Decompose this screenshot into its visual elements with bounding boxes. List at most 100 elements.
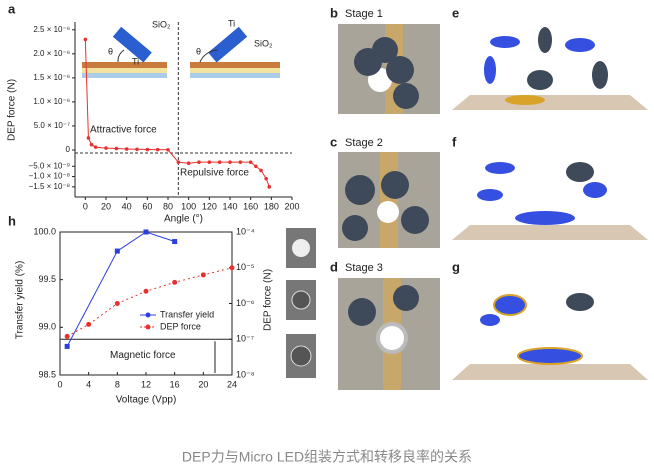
panel-label: e: [452, 5, 459, 20]
panel-label: c: [330, 134, 337, 149]
x-tick-label: 60: [142, 201, 152, 211]
stage-label: Stage 2: [345, 137, 383, 149]
x-tick-label: 160: [243, 201, 258, 211]
data-point: [86, 136, 91, 140]
y-tick-label: 99.0: [38, 322, 56, 332]
data-point: [217, 160, 222, 164]
legend-marker: [145, 312, 151, 318]
x-tick-label: 4: [86, 379, 91, 389]
inset-label: Ti: [132, 56, 139, 66]
data-point: [228, 160, 232, 164]
x-tick-label: 8: [115, 379, 120, 389]
inset-label: θ: [108, 46, 113, 56]
data-point: [124, 147, 129, 151]
data-point: [83, 37, 88, 42]
data-point: [64, 343, 70, 349]
data-point: [197, 160, 201, 164]
panel-label: f: [452, 134, 457, 149]
legend-marker: [145, 324, 151, 330]
data-point: [267, 185, 272, 189]
data-point: [145, 147, 150, 152]
data-point: [248, 160, 253, 164]
y-tick-label: 1.5 × 10⁻⁶: [33, 73, 70, 82]
inset-label: Ti: [228, 18, 235, 28]
legend-label: DEP force: [160, 321, 201, 331]
y-tick-label: 100.0: [33, 226, 56, 236]
legend-label: Transfer yield: [160, 309, 214, 319]
y-axis-title: Transfer yield (%): [15, 261, 26, 340]
data-point: [86, 321, 92, 327]
y-tick-label: 0: [66, 145, 71, 154]
y2-tick-label: 10⁻⁸: [236, 369, 255, 379]
panel-label: h: [8, 213, 16, 228]
data-point: [207, 160, 212, 164]
data-point: [238, 160, 243, 164]
y2-tick-label: 10⁻⁴: [236, 226, 255, 236]
x-tick-label: 40: [122, 201, 132, 211]
data-point: [172, 279, 178, 285]
data-point: [254, 164, 258, 169]
x-tick-label: 180: [264, 201, 279, 211]
x-tick-label: 120: [202, 201, 217, 211]
panel-label: g: [452, 259, 460, 274]
y2-tick-label: 10⁻⁵: [236, 262, 255, 272]
annotation: Attractive force: [90, 125, 157, 136]
y-tick-label: −1.5 × 10⁻⁸: [29, 182, 70, 191]
panel-label: d: [330, 259, 338, 274]
data-point: [200, 272, 206, 278]
micrographs: [286, 24, 440, 390]
x-axis-title: Angle (°): [164, 214, 203, 225]
x-tick-label: 24: [227, 379, 237, 389]
inset-label: SiO₂: [152, 19, 171, 29]
inset-label: SiO₂: [254, 38, 273, 48]
caption: DEP力与Micro LED组装方式和转移良率的关系: [182, 449, 472, 465]
y-tick-label: 99.5: [38, 274, 56, 284]
y-axis-title: DEP force (N): [7, 79, 18, 141]
reference-label: Magnetic force: [110, 350, 176, 361]
x-tick-label: 200: [284, 201, 299, 211]
y-tick-label: −5.0 × 10⁻⁹: [29, 161, 70, 170]
y-tick-label: 2.0 × 10⁻⁶: [33, 49, 70, 58]
x-tick-label: 100: [181, 201, 196, 211]
y2-tick-label: 10⁻⁷: [236, 334, 254, 344]
data-line: [84, 39, 270, 188]
data-point: [155, 147, 160, 152]
data-point: [264, 176, 268, 181]
data-point: [259, 168, 263, 173]
x-tick-label: 140: [222, 201, 237, 211]
y-tick-label: 2.5 × 10⁻⁶: [33, 25, 70, 34]
y2-tick-label: 10⁻⁶: [236, 298, 255, 308]
data-point: [176, 160, 181, 164]
panel-label: b: [330, 5, 338, 20]
x-tick-label: 20: [101, 201, 111, 211]
y-tick-label: −1.0 × 10⁻⁸: [29, 172, 70, 181]
data-point: [89, 142, 94, 147]
schematics: [452, 20, 648, 380]
y-tick-label: 98.5: [38, 369, 56, 379]
y-tick-label: 1.0 × 10⁻⁶: [33, 97, 70, 106]
annotation: Repulsive force: [180, 168, 249, 179]
x-tick-label: 80: [163, 201, 173, 211]
data-point: [64, 333, 70, 339]
data-point: [172, 239, 178, 245]
x-tick-label: 20: [198, 379, 208, 389]
stage-label: Stage 1: [345, 8, 383, 20]
x-tick-label: 0: [83, 201, 88, 211]
data-point: [114, 301, 120, 306]
inset-label: θ: [196, 46, 201, 56]
series-line: [66, 231, 175, 347]
data-point: [229, 265, 235, 271]
x-tick-label: 16: [170, 379, 180, 389]
data-point: [166, 147, 170, 152]
inset-left: [82, 26, 167, 78]
y-tick-label: 5.0 × 10⁻⁷: [34, 121, 70, 130]
data-point: [143, 288, 149, 294]
data-point: [186, 161, 191, 165]
inset-right: [190, 26, 280, 78]
data-point: [104, 146, 108, 150]
data-point: [93, 145, 98, 149]
y2-axis-title: DEP force (N): [263, 269, 274, 331]
x-tick-label: 12: [141, 379, 151, 389]
data-point: [114, 146, 119, 151]
